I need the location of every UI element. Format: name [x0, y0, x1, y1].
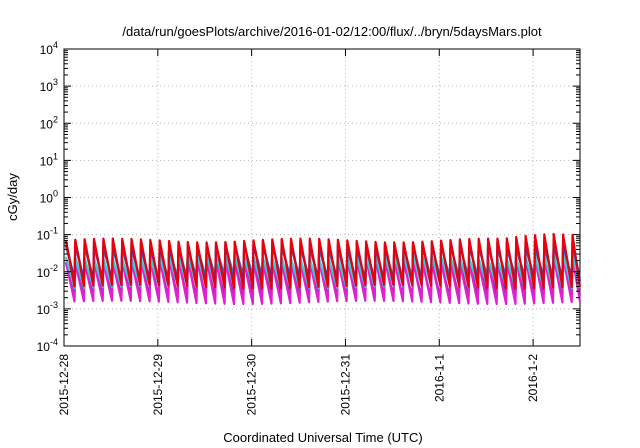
x-tick-label: 2016-1-2 [526, 354, 540, 402]
x-tick-label: 2015-12-30 [245, 354, 259, 416]
series-line [64, 256, 582, 306]
x-tick-label: 2015-12-29 [151, 354, 165, 416]
plot-area [63, 48, 582, 347]
grid-lines [64, 49, 580, 346]
x-tick-label: 2015-12-28 [57, 354, 71, 416]
x-tick-labels: 2015-12-28 2015-12-29 2015-12-30 2015-12-31… [57, 354, 540, 416]
x-tick-label: 2016-1-1 [432, 354, 446, 402]
y-tick-label: 100 [40, 189, 58, 206]
axis-ticks [63, 48, 580, 347]
chart-title: /data/run/goesPlots/archive/2016-01-02/1… [122, 24, 542, 39]
y-tick-label: 10-4 [37, 337, 58, 354]
y-tick-label: 10-1 [37, 226, 58, 243]
series-lines [64, 232, 582, 306]
y-tick-label: 102 [40, 114, 58, 131]
y-tick-label: 10-2 [37, 263, 58, 280]
y-tick-label: 101 [40, 151, 58, 168]
plot-frame [63, 48, 581, 347]
y-tick-label: 104 [40, 40, 58, 57]
series-line [64, 232, 582, 290]
y-tick-labels: 10-4 10-3 10-2 10-1 100 101 102 103 104 [37, 40, 58, 354]
y-axis-label: cGy/day [5, 173, 20, 221]
x-axis-label: Coordinated Universal Time (UTC) [223, 430, 422, 445]
x-tick-label: 2015-12-31 [338, 354, 352, 416]
y-tick-label: 103 [40, 77, 58, 94]
y-tick-label: 10-3 [37, 300, 58, 317]
